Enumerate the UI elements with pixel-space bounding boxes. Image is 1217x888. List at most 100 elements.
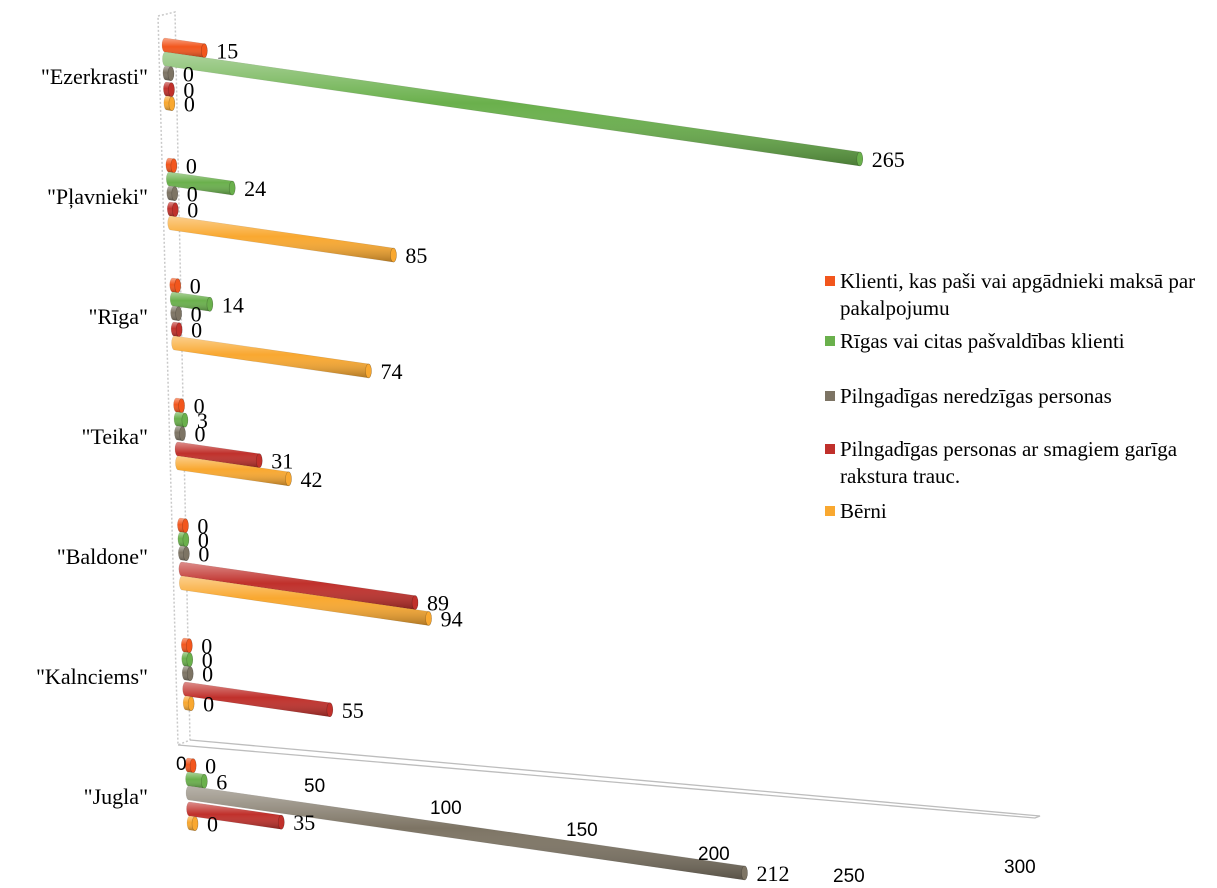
- bar-end-cap: [170, 158, 178, 174]
- legend-swatch: [825, 336, 835, 346]
- x-tick-label: 0: [176, 754, 187, 775]
- category-label: "Kalnciems": [36, 664, 148, 689]
- bar-end-cap: [182, 518, 189, 534]
- value-label: 89: [427, 591, 449, 616]
- bar-end-cap: [182, 532, 190, 548]
- value-label: 0: [191, 302, 202, 327]
- bar-shading: [171, 336, 372, 378]
- legend-label: Bērni: [840, 499, 887, 523]
- bar-end-cap: [228, 180, 236, 196]
- value-label: 0: [197, 514, 208, 539]
- x-tick-label: 150: [566, 820, 598, 841]
- bar-end-cap: [181, 412, 189, 428]
- value-label: 212: [756, 861, 789, 886]
- value-label: 0: [205, 754, 216, 779]
- bar-end-cap: [425, 611, 432, 626]
- side-wall: [157, 11, 191, 747]
- bar-end-cap: [856, 151, 864, 167]
- bar-end-cap: [277, 814, 285, 830]
- bar-end-cap: [179, 426, 186, 442]
- bar-end-cap: [326, 702, 334, 718]
- value-label: 0: [202, 662, 213, 687]
- category-label: "Teika": [81, 424, 148, 449]
- bar-shading: [178, 562, 419, 610]
- bar-end-cap: [167, 66, 175, 82]
- bar-end-cap: [168, 82, 175, 98]
- value-label: 0: [183, 62, 194, 87]
- category-label: "Pļavnieki": [47, 184, 148, 209]
- value-label: 14: [222, 292, 244, 317]
- legend-swatch: [825, 444, 835, 454]
- value-label: 0: [201, 634, 212, 659]
- value-label: 15: [216, 39, 238, 64]
- bar-end-cap: [390, 247, 397, 263]
- value-label: 0: [190, 274, 201, 299]
- bar-end-cap: [186, 666, 194, 682]
- bar-shading: [186, 802, 285, 830]
- value-label: 0: [187, 182, 198, 207]
- legend-item-pilngadigas-neredzigas-personas: Pilngadīgas neredzīgas personas: [825, 383, 1215, 410]
- bar-end-cap: [285, 471, 292, 487]
- bar-shading: [162, 52, 863, 166]
- legend-item-klienti-kas-pasi-vai-apgadnieki-maksa-par-pakalpojumu: Klienti, kas paši vai apgādnieki maksā p…: [825, 268, 1215, 322]
- legend-label: Klienti, kas paši vai apgādnieki maksā p…: [840, 269, 1196, 320]
- value-label: 42: [300, 467, 322, 492]
- bar-shading: [167, 216, 397, 263]
- value-labels: 1526500002400850140074030314200089940005…: [183, 39, 905, 886]
- category-label: "Ezerkrasti": [41, 64, 148, 89]
- value-label: 94: [441, 606, 463, 631]
- value-label: 0: [202, 648, 213, 673]
- bar-end-cap: [175, 322, 183, 338]
- bar-shading: [162, 38, 208, 58]
- bar-end-cap: [411, 595, 419, 610]
- bar-end-cap: [183, 546, 190, 562]
- chart-bars: [161, 37, 864, 881]
- category-label: "Jugla": [84, 784, 148, 809]
- bar-end-cap: [168, 96, 176, 112]
- bar-end-cap: [187, 696, 195, 712]
- legend-item-pilngadigas-personas-ar-smagiem-gariga-rakstura-trauc: Pilngadīgas personas ar smagiem garīga r…: [825, 436, 1215, 490]
- value-label: 85: [405, 243, 427, 268]
- bar-end-cap: [741, 865, 748, 881]
- bar-shading: [170, 292, 213, 312]
- value-label: 0: [203, 692, 214, 717]
- category-label: "Baldone": [57, 544, 148, 569]
- bar-end-cap: [206, 296, 214, 312]
- bar-end-cap: [171, 202, 179, 218]
- value-label: 35: [293, 810, 315, 835]
- legend: Klienti, kas paši vai apgādnieki maksā p…: [825, 268, 1215, 525]
- category-label: "Rīga": [88, 304, 148, 329]
- value-label: 74: [380, 359, 402, 384]
- legend-label: Rīgas vai citas pašvaldības klienti: [840, 329, 1125, 353]
- value-label: 3: [197, 408, 208, 433]
- value-label: 0: [187, 198, 198, 223]
- value-label: 55: [342, 698, 364, 723]
- value-label: 0: [191, 318, 202, 343]
- bar-end-cap: [191, 816, 199, 832]
- bar-end-cap: [201, 43, 208, 58]
- legend-label: Pilngadīgas personas ar smagiem garīga r…: [840, 437, 1178, 488]
- legend-item-rigas-vai-citas-pasvaldibas-klienti: Rīgas vai citas pašvaldības klienti: [825, 328, 1215, 355]
- value-label: 6: [216, 769, 227, 794]
- value-label: 0: [198, 528, 209, 553]
- bar-end-cap: [186, 652, 194, 668]
- chart-axes: [157, 11, 1041, 819]
- value-label: 265: [872, 147, 905, 172]
- x-tick-label: 300: [1004, 857, 1036, 878]
- x-tick-label: 200: [698, 844, 730, 865]
- x-tick-label: 250: [833, 866, 865, 887]
- value-label: 0: [198, 542, 209, 567]
- bar-shading: [179, 576, 432, 626]
- value-label: 31: [271, 449, 293, 474]
- bar-shading: [174, 442, 263, 468]
- legend-item-berni: Bērni: [825, 498, 1215, 525]
- x-axis-floor: [177, 739, 1041, 819]
- bar-shading: [186, 786, 748, 880]
- value-label: 0: [184, 92, 195, 117]
- x-tick-label: 50: [304, 776, 325, 797]
- bar-end-cap: [175, 306, 182, 322]
- bar-end-cap: [255, 453, 263, 468]
- legend-swatch: [825, 276, 835, 286]
- bar-end-cap: [185, 638, 193, 654]
